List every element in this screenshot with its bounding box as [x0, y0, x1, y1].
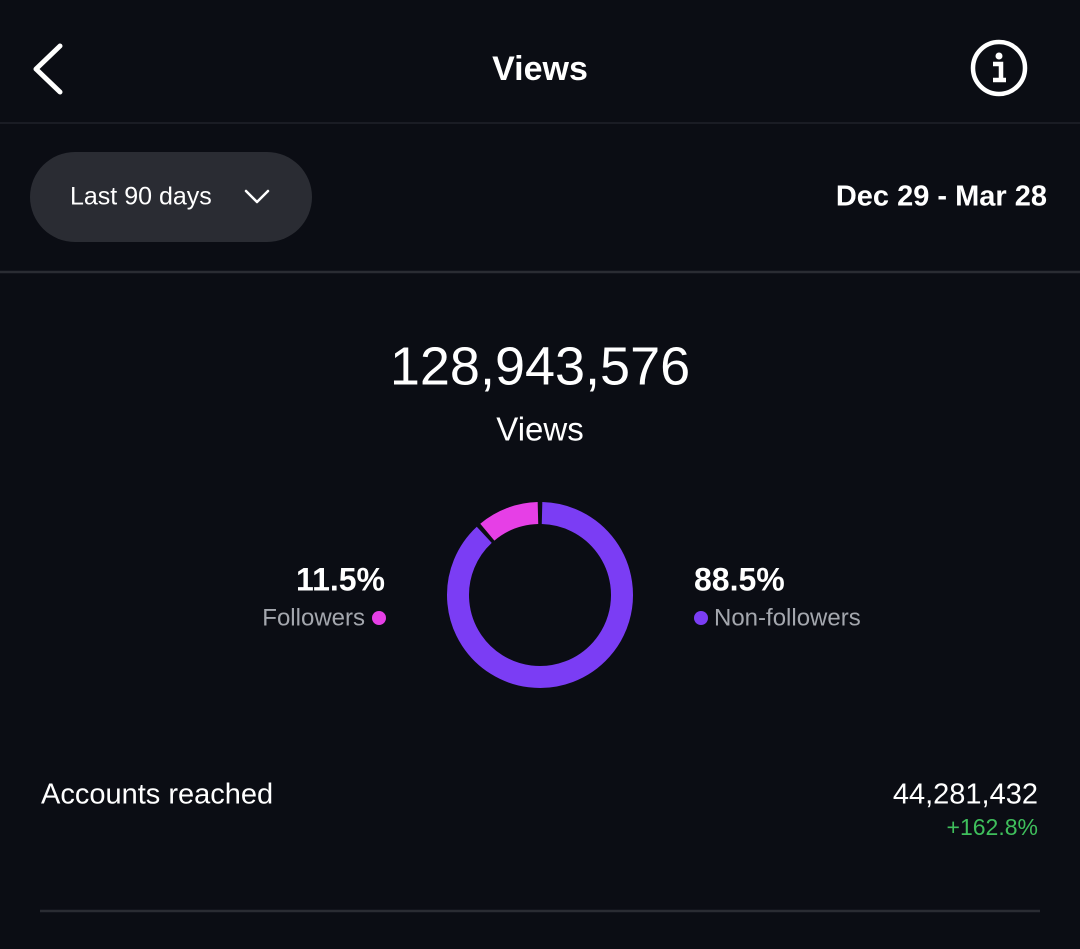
info-button[interactable]: [970, 39, 1028, 97]
back-button[interactable]: [33, 43, 63, 95]
donut-segment: [480, 502, 539, 541]
legend-marker: [694, 611, 708, 625]
metric-value: 44,281,432: [893, 779, 1038, 811]
total-views: 128,943,576: [390, 336, 690, 396]
period-dropdown[interactable]: Last 90 days: [30, 152, 312, 242]
page-title: Views: [492, 50, 588, 88]
period-label: Last 90 days: [70, 183, 212, 211]
legend-marker: [372, 611, 386, 625]
donut-segment: [447, 502, 633, 688]
metric-label: Accounts reached: [41, 779, 273, 811]
total-label: Views: [496, 411, 583, 448]
non-followers-legend: Non-followers: [714, 604, 861, 631]
date-range: Dec 29 - Mar 28: [836, 181, 1047, 213]
metric-change: +162.8%: [947, 814, 1038, 840]
followers-percent: 11.5%: [296, 561, 385, 597]
donut-chart: [447, 502, 633, 688]
non-followers-percent: 88.5%: [694, 561, 785, 597]
followers-legend: Followers: [262, 604, 365, 631]
